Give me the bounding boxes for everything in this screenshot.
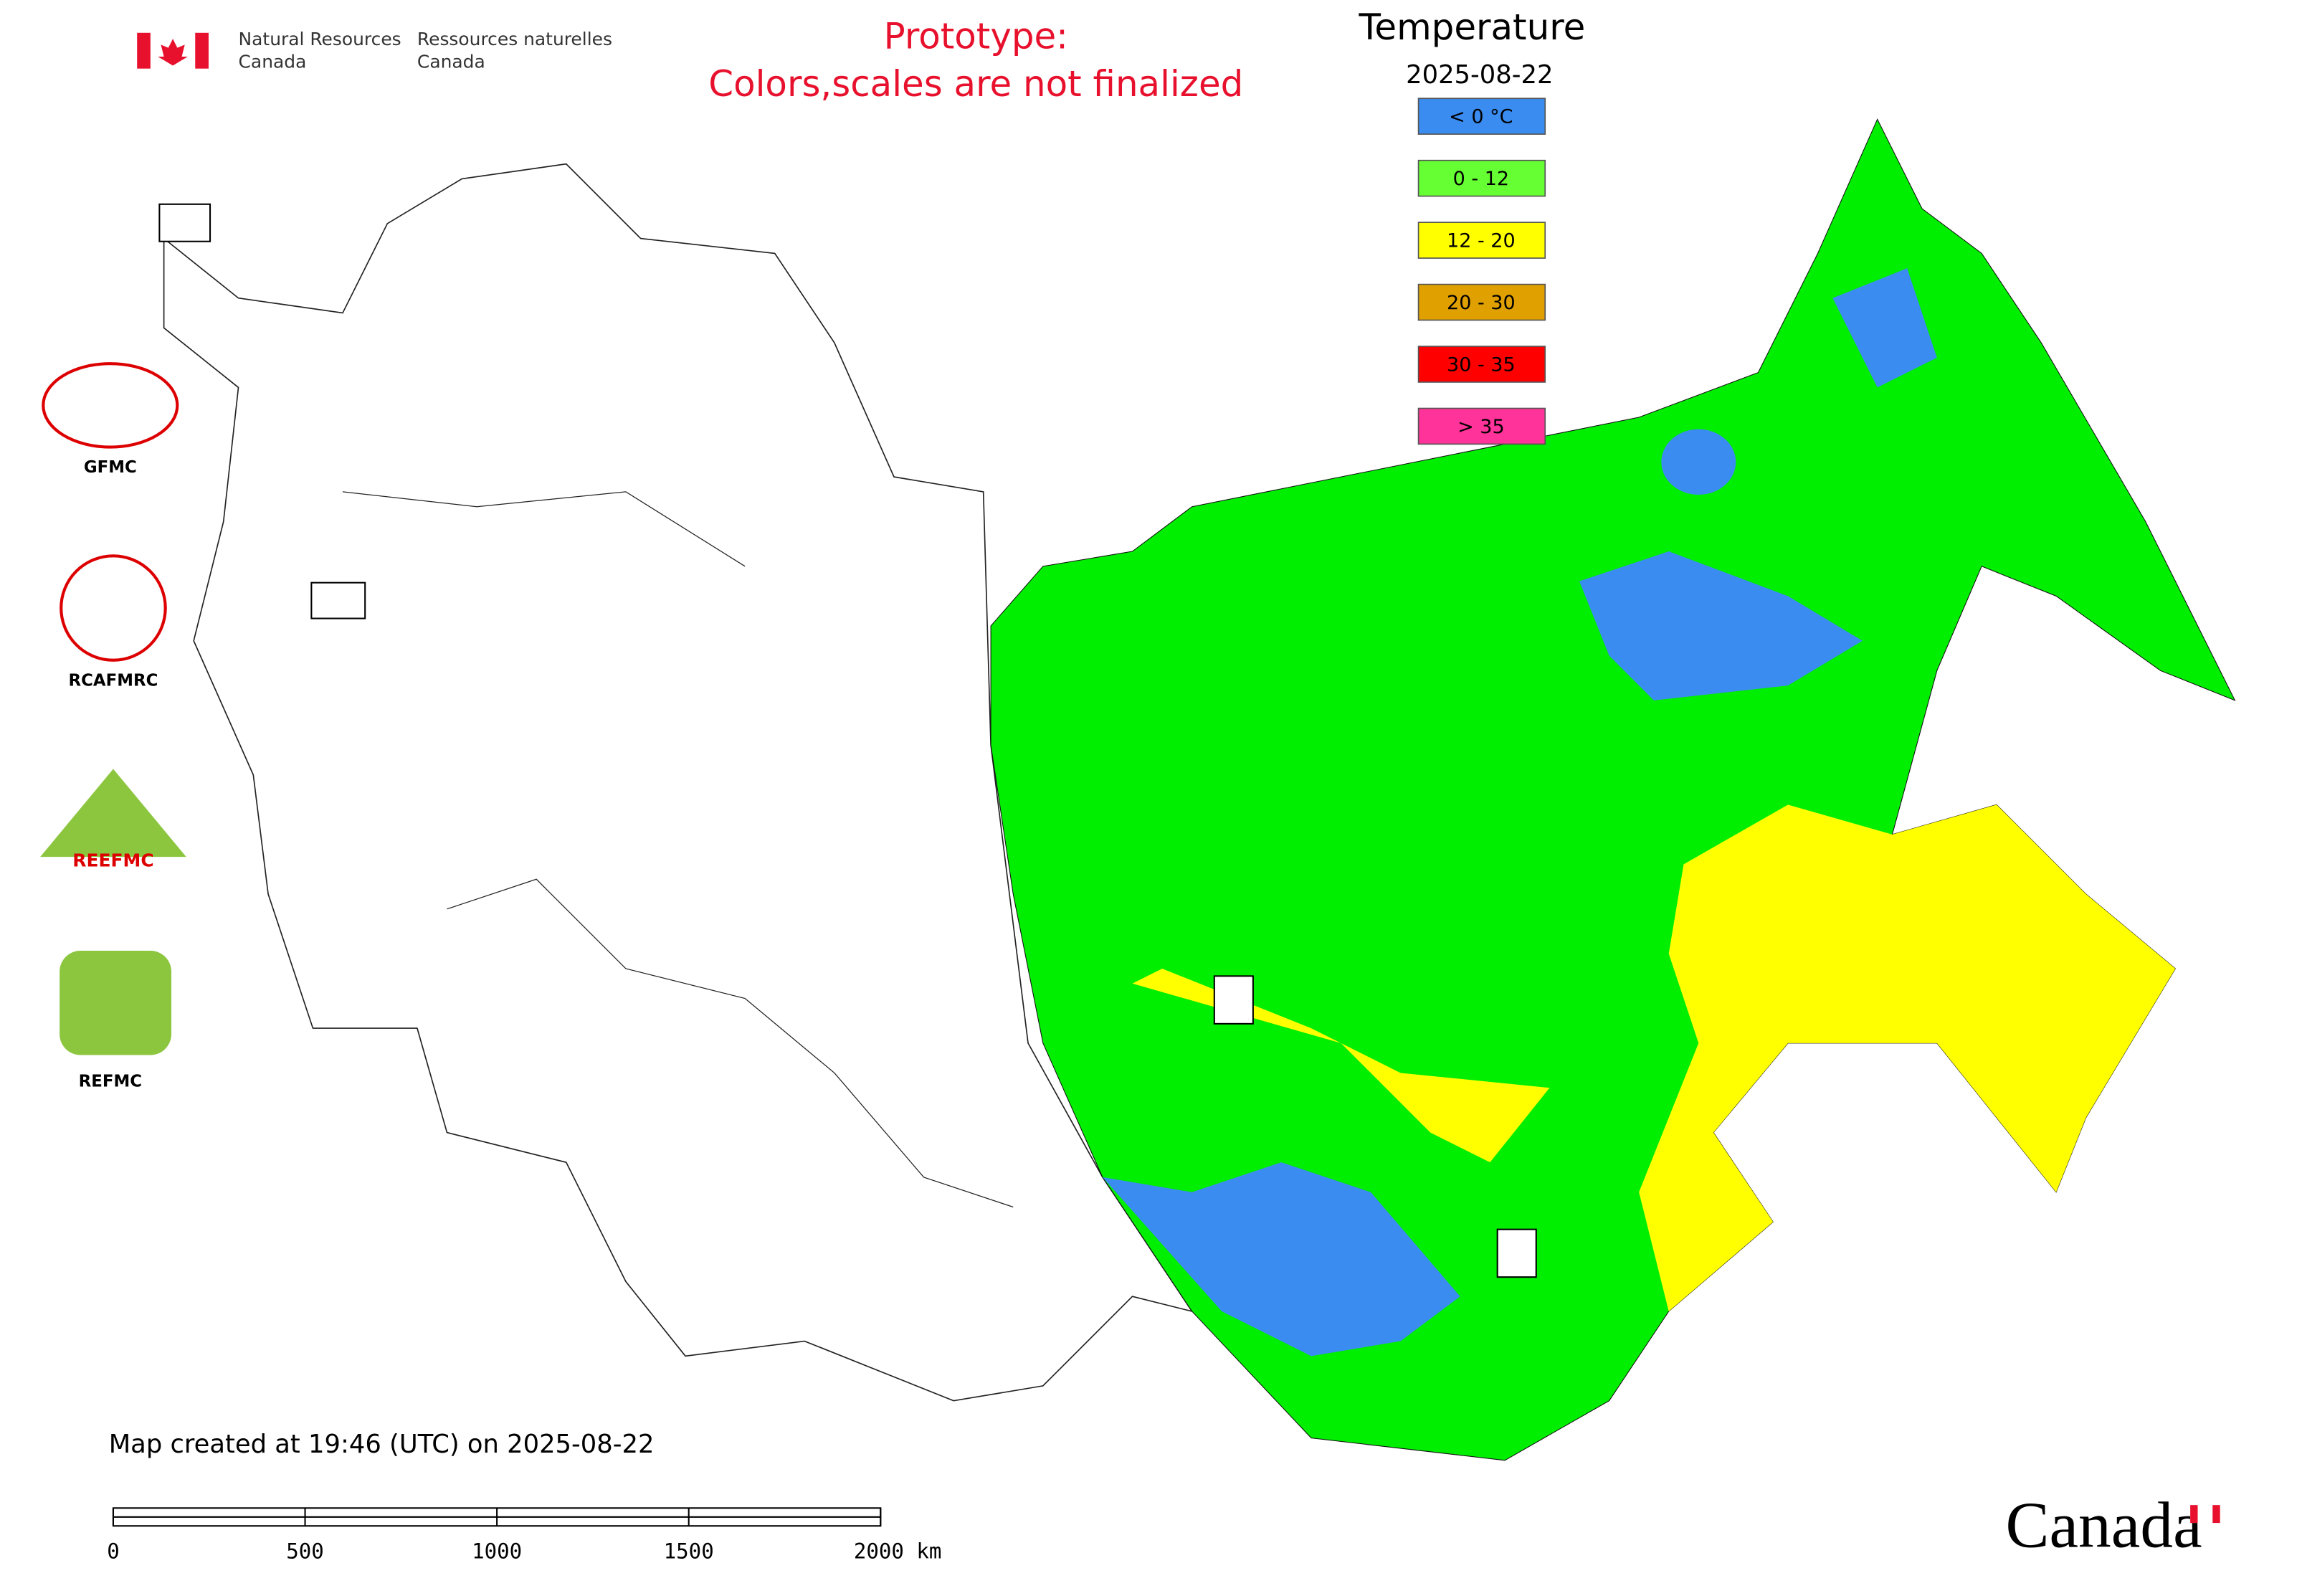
legend-swatch [1417, 159, 1546, 197]
border [342, 491, 746, 567]
country-outline [163, 163, 1194, 1402]
notice: Colors,scales are not finalized [708, 63, 1243, 105]
cold-zone [1579, 551, 1863, 700]
legend-title: Temperature [1358, 6, 1585, 48]
scale-label: 1500 [664, 1539, 714, 1564]
logo [42, 362, 179, 449]
logo-marker [1213, 975, 1254, 1025]
cold-zone [1832, 268, 1937, 388]
cold-zone [1102, 1162, 1460, 1357]
logo-label: GFMC [84, 458, 137, 477]
legend-swatch [1417, 283, 1546, 321]
scale-label: 2000 km [854, 1539, 942, 1564]
agency-en: Canada [239, 51, 307, 72]
logo-label: RCAFMRC [69, 671, 158, 690]
scale-label: 0 [107, 1539, 120, 1564]
legend-label: 20 - 30 [1447, 292, 1516, 314]
scale-label: 500 [286, 1539, 324, 1564]
logo [60, 554, 167, 662]
logo-marker [158, 203, 211, 242]
canada-wordmark: Canada [2005, 1489, 2202, 1562]
agency-fr: Ressources naturelles [417, 29, 612, 49]
agency-fr: Canada [417, 51, 485, 72]
created-note: Map created at 19:46 (UTC) on 2025-08-22 [109, 1430, 655, 1459]
legend-swatch [1417, 98, 1546, 135]
legend: < 0 °C 0 - 12 12 - 20 20 - 30 30 - 35 > 35 [1417, 98, 1546, 445]
wordmark-flag [2190, 1505, 2198, 1524]
logo [60, 951, 172, 1055]
scale-bar: 0 500 1000 1500 2000 km [107, 1507, 942, 1564]
legend-label: 12 - 20 [1447, 230, 1516, 252]
agency-en: Natural Resources [239, 29, 401, 49]
legend-label: 30 - 35 [1447, 354, 1516, 376]
legend-date: 2025-08-22 [1406, 60, 1553, 90]
legend-swatch [1417, 346, 1546, 383]
legend-label: 0 - 12 [1453, 168, 1509, 190]
wordmark-flag [2212, 1505, 2220, 1524]
logo-marker [310, 581, 366, 619]
flag [137, 32, 209, 69]
warm-zone [1132, 968, 1550, 1163]
cold-zone [1661, 429, 1736, 495]
logo [40, 769, 186, 858]
legend-swatch [1417, 222, 1546, 259]
legend-swatch [1417, 407, 1546, 445]
logo-label: REFMC [79, 1072, 142, 1091]
logo-marker [1496, 1228, 1537, 1278]
scale-label: 1000 [472, 1539, 522, 1564]
notice: Prototype: [884, 16, 1068, 57]
legend-label: < 0 °C [1449, 106, 1513, 128]
legend-label: > 35 [1457, 416, 1505, 438]
border [447, 878, 1014, 1208]
warm-zone [1639, 804, 2176, 1311]
logo-label: REEFMC [72, 850, 153, 870]
